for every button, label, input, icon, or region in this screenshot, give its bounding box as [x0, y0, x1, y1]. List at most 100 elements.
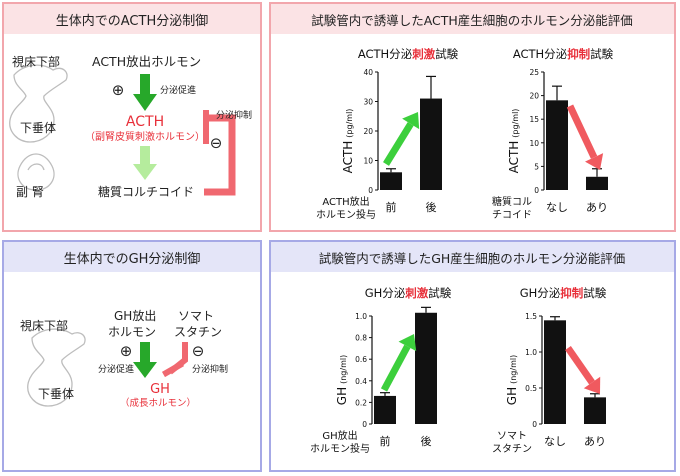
promote-plus-icon: ⊕ — [120, 342, 133, 360]
x-category-label: 後 — [426, 200, 437, 214]
trend-arrow-shaft — [565, 346, 595, 385]
glucocorticoid-label: 糖質コルチコイド — [98, 184, 194, 199]
chart-gh-stimulation: GH分泌刺激試験 0 0.2 0.4 0.6 0.8 1.0 GH (ng/ml) 前 後 GH放出ホ… — [310, 286, 452, 455]
y-axis-label-unit: (ng/ml) — [509, 355, 518, 384]
panel-header — [4, 4, 260, 34]
x-axis-label: 糖質コル — [492, 195, 532, 208]
x-axis-label: チコイド — [492, 209, 532, 221]
chart-title: GH分泌刺激試験 — [365, 286, 452, 300]
y-tick-label: 0 — [362, 420, 367, 429]
y-tick-label: 0.6 — [355, 355, 367, 364]
hypothalamus-label: 視床下部 — [12, 54, 60, 69]
gh-hormone-label: GH — [150, 382, 170, 397]
adrenal-label: 副 腎 — [16, 185, 44, 199]
pituitary-label: 下垂体 — [38, 387, 74, 401]
bar — [546, 100, 568, 190]
y-tick-label: 0 — [534, 186, 539, 195]
gh-releasing-label: ホルモン — [108, 325, 156, 339]
y-tick-label: 25 — [529, 68, 539, 77]
chart-acth-suppression: ACTH分泌抑制試験 0 5 10 15 20 25 ACTH (pg/ml) なし あり 糖質コルチ… — [492, 47, 614, 221]
x-axis-label: GH放出 — [322, 429, 357, 442]
y-axis-label: GH (ng/ml) — [335, 355, 349, 405]
bar — [544, 320, 566, 424]
panel-gh-in-vitro: 試験管内で誘導したGH産生細胞のホルモン分泌能評価 — [269, 240, 676, 472]
x-axis-label: ソマト — [497, 431, 527, 442]
hypothalamus-pituitary-icon — [27, 328, 86, 407]
x-category-label: あり — [584, 435, 606, 448]
y-tick-label: 1.5 — [525, 312, 537, 321]
chart-acth-stimulation: ACTH分泌刺激試験 0 10 20 30 40 ACTH (pg/ml) 前 後 ACTH放出ホル… — [316, 47, 459, 221]
gh-releasing-label: GH放出 — [114, 308, 156, 323]
inhibit-label: 分泌抑制 — [192, 363, 228, 375]
y-tick-label: 10 — [363, 157, 373, 166]
chart-title-emphasis: 刺激 — [411, 47, 435, 61]
y-tick-label: 0 — [532, 420, 537, 429]
bar — [415, 312, 437, 424]
promote-arrow — [133, 342, 157, 378]
chart-title-text: 試験 — [428, 286, 451, 300]
chart-title: GH分泌抑制試験 — [520, 286, 607, 300]
y-tick-label: 0.5 — [525, 384, 537, 393]
y-tick-label: 20 — [363, 127, 373, 136]
gh-hormone-fullname: （成長ホルモン） — [120, 397, 196, 409]
acth-release-arrow — [133, 146, 157, 180]
y-axis-label-unit: (pg/ml) — [511, 109, 520, 138]
panel-acth-in-vitro: 試験管内で誘導したACTH産生細胞のホルモン分泌能評価 — [269, 2, 676, 232]
inhibit-minus-icon: ⊖ — [210, 134, 223, 152]
y-axis-label-main: ACTH — [341, 141, 355, 174]
x-category-label: 前 — [380, 434, 391, 448]
bar — [584, 397, 606, 424]
panel-header — [271, 4, 674, 34]
bar — [374, 395, 396, 424]
chart-title-text: ACTH分泌 — [513, 47, 568, 61]
y-tick-label: 20 — [529, 92, 539, 101]
x-axis-label: スタチン — [492, 443, 532, 455]
y-axis-label-main: ACTH — [507, 141, 521, 174]
adrenal-gland-icon — [17, 153, 55, 191]
y-axis-label-main: GH — [335, 387, 349, 405]
panel-title: 試験管内で誘導したGH産生細胞のホルモン分泌能評価 — [319, 251, 626, 266]
y-tick-label: 30 — [363, 98, 373, 107]
bar — [586, 176, 608, 190]
x-axis-label: ホルモン投与 — [310, 442, 370, 455]
inhibit-label: 分泌抑制 — [216, 109, 252, 121]
acth-hormone-fullname: （副腎皮質刺激ホルモン） — [85, 130, 205, 143]
y-axis-label: GH (ng/ml) — [505, 355, 519, 405]
panel-header — [271, 242, 674, 272]
x-category-label: あり — [586, 201, 608, 214]
bar — [420, 98, 442, 190]
chart-title-text: 試験 — [583, 286, 606, 300]
acth-hormone-label: ACTH — [126, 114, 164, 130]
panel-title: 生体内でのGH分泌制御 — [64, 251, 201, 267]
chart-title-text: ACTH分泌 — [358, 47, 413, 61]
panel-title: 生体内でのACTH分泌制御 — [56, 13, 208, 29]
y-axis-label-unit: (ng/ml) — [339, 355, 348, 384]
trend-arrow-shaft — [380, 344, 411, 392]
bar — [380, 172, 402, 190]
x-axis-label: ホルモン投与 — [316, 208, 376, 221]
panel-title: 試験管内で誘導したACTH産生細胞のホルモン分泌能評価 — [311, 13, 633, 28]
promote-arrow — [133, 74, 157, 111]
trend-arrow-shaft — [566, 104, 598, 159]
inhibit-minus-icon: ⊖ — [192, 342, 205, 360]
hypothalamus-pituitary-icon — [9, 64, 68, 143]
promote-label: 分泌促進 — [160, 84, 196, 96]
chart-title-text: GH分泌 — [365, 286, 406, 300]
x-category-label: なし — [544, 435, 566, 448]
pituitary-label: 下垂体 — [20, 121, 56, 135]
y-tick-label: 1.0 — [355, 312, 367, 321]
y-axis-label: ACTH (pg/ml) — [507, 109, 521, 174]
x-axis-label: ACTH放出 — [322, 195, 369, 208]
chart-title-emphasis: 抑制 — [567, 47, 590, 61]
y-tick-label: 1.0 — [525, 348, 537, 357]
promote-plus-icon: ⊕ — [112, 81, 125, 99]
panel-border — [269, 240, 676, 472]
somatostatin-label: ソマト — [178, 309, 214, 323]
chart-title-text: GH分泌 — [520, 286, 561, 300]
y-tick-label: 0 — [368, 186, 373, 195]
chart-title-text: 試験 — [435, 47, 458, 61]
promote-label: 分泌促進 — [98, 363, 134, 375]
feedback-inhibition-bar — [203, 110, 209, 144]
